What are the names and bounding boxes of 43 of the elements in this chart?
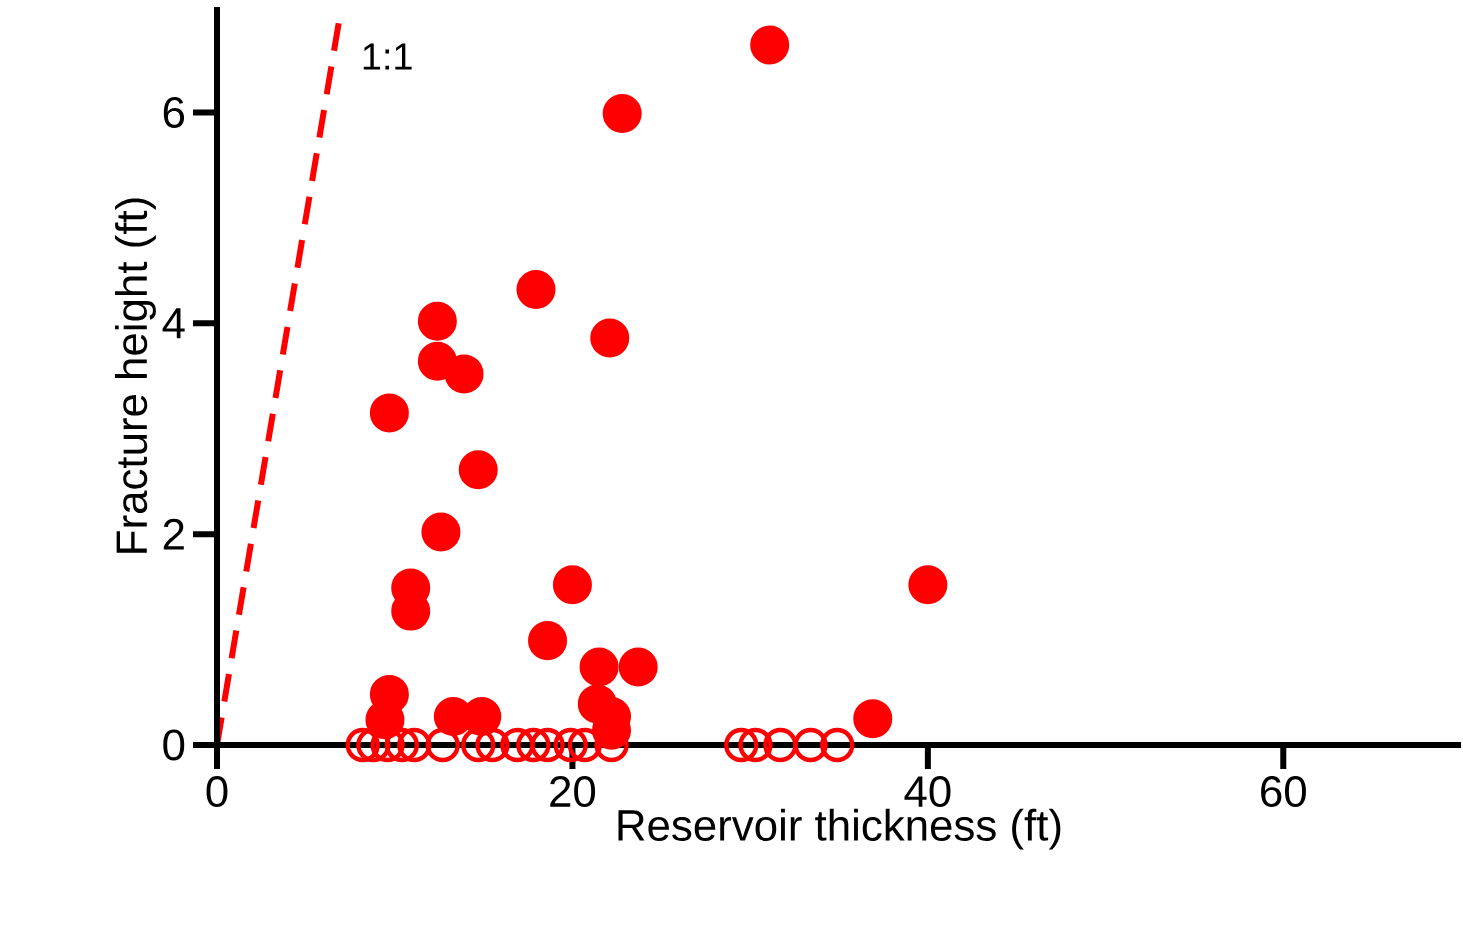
point <box>384 727 420 763</box>
point <box>820 727 855 763</box>
point <box>908 565 948 605</box>
y-tick-label: 0 <box>163 729 185 761</box>
point <box>475 727 510 763</box>
point <box>724 727 759 763</box>
x-tick-label: 60 <box>1261 776 1306 808</box>
point <box>602 93 642 133</box>
y-tick-label: 2 <box>163 518 184 550</box>
point <box>397 727 432 763</box>
y-axis-title: Fracture height (ft) <box>115 198 156 553</box>
point <box>763 727 798 763</box>
point <box>369 393 409 433</box>
point <box>444 354 484 394</box>
x-tick-label: 20 <box>550 776 596 808</box>
point <box>417 301 457 341</box>
point <box>500 727 535 763</box>
point <box>552 565 592 605</box>
point <box>528 621 568 661</box>
point <box>458 450 498 490</box>
point <box>516 270 556 310</box>
y-tick-label: 4 <box>162 308 185 339</box>
annotation: 1:1 <box>363 43 412 70</box>
point <box>618 647 658 687</box>
point <box>590 318 630 358</box>
point <box>579 647 619 687</box>
point <box>567 727 603 763</box>
point <box>530 727 565 763</box>
x-axis-title: Reservoir thickness (ft) <box>618 808 1061 850</box>
point <box>345 727 380 763</box>
point <box>356 727 391 763</box>
point <box>553 727 588 763</box>
y-tick-label: 6 <box>163 96 185 128</box>
point <box>421 512 461 552</box>
x-tick-label: 40 <box>904 776 951 808</box>
point <box>738 727 773 763</box>
point <box>461 727 496 763</box>
point <box>793 727 828 763</box>
x-tick-label: 0 <box>206 776 228 808</box>
point <box>853 699 893 739</box>
point <box>425 727 460 763</box>
point <box>750 25 790 65</box>
point <box>516 727 551 763</box>
